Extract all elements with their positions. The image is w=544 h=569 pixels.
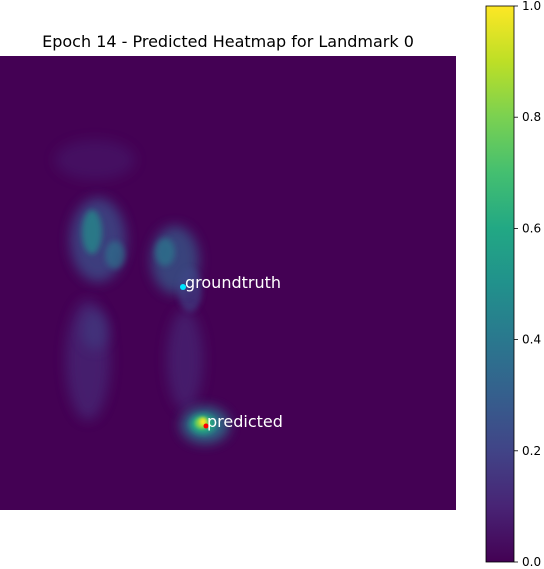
colorbar-gradient [485,5,515,563]
heatmap-blob [105,241,125,269]
colorbar-tick-label: 1.0 [522,0,541,13]
heatmap-blob [82,210,102,254]
heatmap-blob [178,268,202,312]
colorbar-tick-label: 0.2 [522,444,541,458]
heatmap-blob [55,140,135,180]
predicted-marker [203,423,209,429]
heatmap-blobs [55,140,229,443]
groundtruth-label: groundtruth [185,273,281,292]
chart-title: Epoch 14 - Predicted Heatmap for Landmar… [42,32,414,51]
predicted-label: predicted [207,412,283,431]
colorbar-tick-label: 0.8 [522,110,541,124]
colorbar-ticks: 0.0 0.2 0.4 0.6 0.8 1.0 [514,0,541,569]
colorbar-tick-label: 0.4 [522,333,541,347]
heatmap-blob [155,238,175,266]
heatmap-blob [167,310,203,410]
heatmap-plot: groundtruth predicted [0,56,456,510]
colorbar-tick-label: 0.0 [522,555,541,569]
colorbar-tick-label: 0.6 [522,221,541,235]
heatmap-background [0,56,456,510]
groundtruth-marker [180,284,186,290]
colorbar: 0.0 0.2 0.4 0.6 0.8 1.0 [485,0,541,569]
heatmap-blob [81,310,109,350]
